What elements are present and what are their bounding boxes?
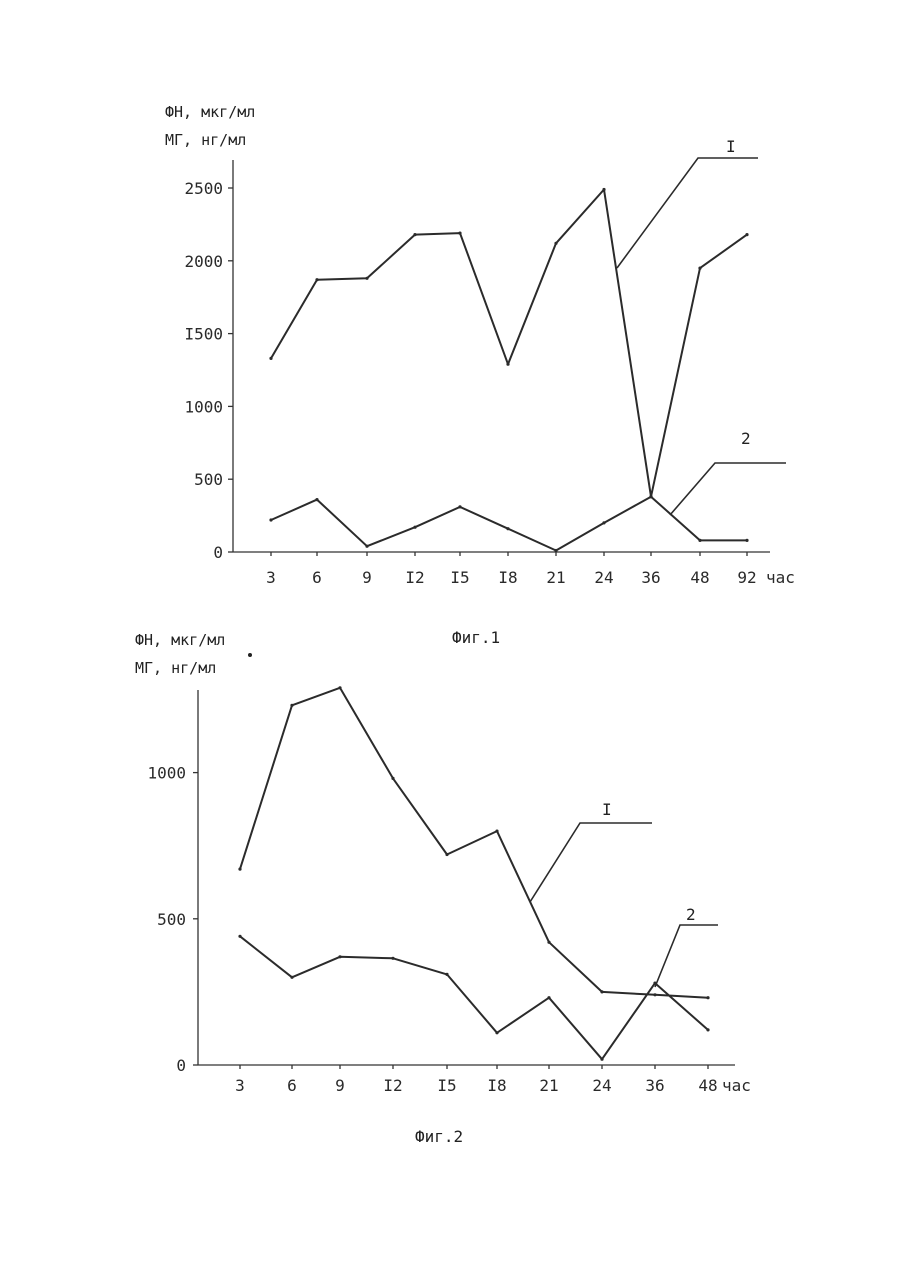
fig1-series-2-leader (670, 463, 786, 515)
fig2-caption: Фиг.2 (415, 1127, 463, 1146)
fig2-xtick-label: 3 (235, 1076, 245, 1095)
fig1-series-1-point (365, 277, 368, 280)
fig1-ytick-label: 500 (194, 470, 223, 489)
fig1-series-2-point (269, 518, 272, 521)
fig1-xtick-label: 92 (737, 568, 756, 587)
fig2-series-2-point (445, 973, 448, 976)
fig1-ylabel-line1: ФН, мкг/мл (165, 103, 255, 121)
fig2-series-1-leader (530, 823, 652, 902)
fig1-series-2-point (649, 495, 652, 498)
fig1-series-1-point (315, 278, 318, 281)
fig1-xtick-label: I5 (450, 568, 469, 587)
fig2-speck (248, 653, 252, 657)
fig2-series-1-point (653, 993, 656, 996)
fig1-series-2-point (602, 521, 605, 524)
fig2-chart: 05001000369I2I5I821243648часI2 (147, 686, 750, 1095)
fig2-series-2-point (391, 957, 394, 960)
fig1-xtick-label: 9 (362, 568, 372, 587)
fig2-series-1-point (706, 996, 709, 999)
fig2-series-1-point (600, 990, 603, 993)
fig2-xtick-label: 21 (539, 1076, 558, 1095)
fig1-ytick-label: 2000 (184, 252, 223, 271)
fig1-series-2-point (506, 527, 509, 530)
fig2-xtick-label: 9 (335, 1076, 345, 1095)
figure-2: ФН, мкг/мл МГ, нг/мл 05001000369I2I5I821… (135, 631, 751, 1146)
fig1-ytick-label: I500 (184, 325, 223, 344)
fig2-xtick-label: 6 (287, 1076, 297, 1095)
fig1-series-2-point (413, 526, 416, 529)
fig1-series-2-line (271, 497, 747, 551)
fig2-series-2-label: 2 (686, 905, 696, 924)
fig2-ytick-label: 0 (176, 1056, 186, 1075)
fig2-xtick-label: 36 (645, 1076, 664, 1095)
fig2-x-unit: час (722, 1076, 751, 1095)
fig1-series-2-point (698, 539, 701, 542)
fig1-series-1-point (413, 233, 416, 236)
fig2-xtick-label: 48 (698, 1076, 717, 1095)
fig1-series-1-label: I (726, 137, 736, 156)
fig2-xtick-label: I8 (487, 1076, 506, 1095)
fig2-ylabel-line2: МГ, нг/мл (135, 659, 216, 677)
fig1-xtick-label: 21 (546, 568, 565, 587)
fig1-series-2-point (315, 498, 318, 501)
fig1-series-2-point (554, 549, 557, 552)
fig2-ytick-label: 1000 (147, 764, 186, 783)
fig1-series-1-point (506, 363, 509, 366)
fig2-series-1-point (290, 704, 293, 707)
fig2-ytick-label: 500 (157, 910, 186, 929)
fig2-series-2-point (600, 1058, 603, 1061)
fig2-series-1-line (240, 688, 708, 998)
fig2-series-2-point (238, 935, 241, 938)
fig1-series-2-point (458, 505, 461, 508)
fig2-xtick-label: I2 (383, 1076, 402, 1095)
fig1-series-1-leader (617, 158, 758, 268)
fig1-series-1-line (271, 190, 747, 497)
fig2-ylabel-line1: ФН, мкг/мл (135, 631, 225, 649)
fig1-ytick-label: 0 (213, 543, 223, 562)
fig1-caption: Фиг.1 (452, 628, 500, 647)
fig2-xtick-label: 24 (592, 1076, 611, 1095)
fig2-series-1-point (495, 830, 498, 833)
fig1-series-2-label: 2 (741, 429, 751, 448)
fig2-series-2-point (338, 955, 341, 958)
fig1-series-1-point (602, 188, 605, 191)
fig1-series-1-point (554, 242, 557, 245)
fig1-xtick-label: 36 (641, 568, 660, 587)
fig1-x-unit: час (766, 568, 795, 587)
fig2-series-2-point (547, 996, 550, 999)
fig1-xtick-label: I2 (405, 568, 424, 587)
fig2-series-2-point (495, 1031, 498, 1034)
fig1-xtick-label: 6 (312, 568, 322, 587)
fig2-series-1-point (445, 853, 448, 856)
fig2-series-1-point (338, 686, 341, 689)
fig1-series-1-point (698, 267, 701, 270)
fig2-series-2-point (706, 1028, 709, 1031)
fig2-series-1-point (547, 941, 550, 944)
fig1-series-1-point (458, 232, 461, 235)
fig2-series-2-point (290, 976, 293, 979)
fig2-xtick-label: I5 (437, 1076, 456, 1095)
fig1-xtick-label: I8 (498, 568, 517, 587)
fig1-chart: 05001000I50020002500369I2I5I82124364892ч… (184, 137, 794, 587)
fig2-series-1-label: I (602, 800, 612, 819)
fig2-series-1-point (238, 868, 241, 871)
figure-1: ФН, мкг/мл МГ, нг/мл 0 500 1000 I500 2000 250… (165, 103, 795, 647)
fig1-series-2-point (365, 545, 368, 548)
fig2-series-2-line (240, 936, 708, 1059)
fig1-ytick-label: 2500 (184, 179, 223, 198)
fig2-series-2-leader (655, 925, 718, 987)
fig1-series-1-point (269, 357, 272, 360)
fig1-series-2-point (745, 539, 748, 542)
fig1-xtick-label: 24 (594, 568, 613, 587)
fig1-xtick-label: 48 (690, 568, 709, 587)
fig1-ylabel-line2: МГ, нг/мл (165, 131, 246, 149)
fig2-series-1-point (391, 777, 394, 780)
fig1-xtick-label: 3 (266, 568, 276, 587)
fig1-ytick-label: 1000 (184, 397, 223, 416)
fig1-series-1-point (745, 233, 748, 236)
